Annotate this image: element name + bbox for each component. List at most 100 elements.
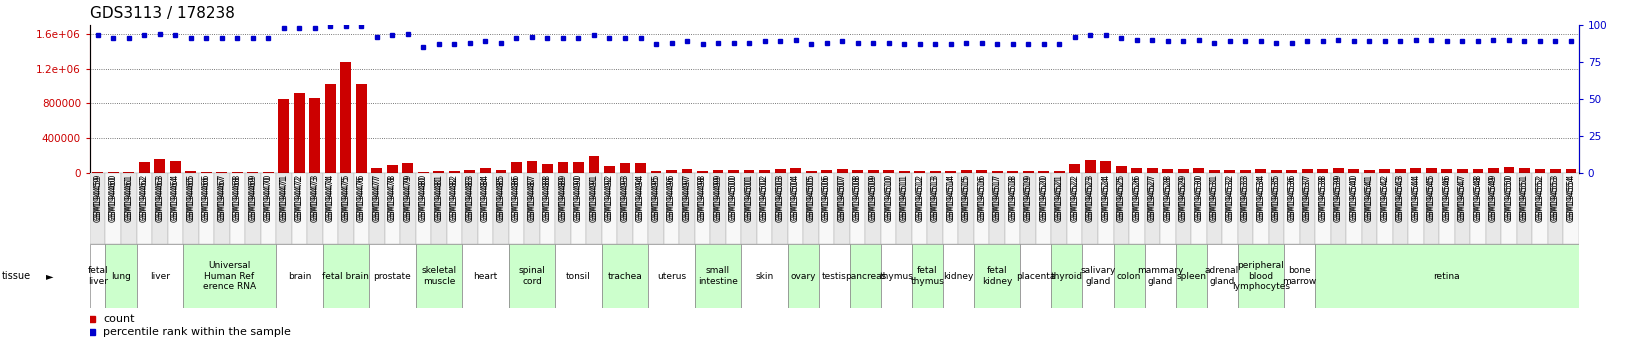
Bar: [1517, 173, 1533, 244]
Text: GSM194547: GSM194547: [1458, 173, 1467, 220]
Bar: [911, 173, 928, 244]
Text: GSM194459: GSM194459: [93, 176, 101, 222]
Bar: [915, 171, 924, 173]
Text: thyroid: thyroid: [1050, 272, 1083, 281]
Text: colon: colon: [1117, 272, 1142, 281]
Bar: [1083, 244, 1114, 308]
Bar: [370, 244, 416, 308]
Text: GSM194540: GSM194540: [1350, 173, 1358, 220]
Bar: [1440, 173, 1454, 244]
Text: GSM194554: GSM194554: [1567, 176, 1575, 222]
Bar: [1471, 173, 1485, 244]
Text: adrenal
gland: adrenal gland: [1206, 267, 1238, 286]
Text: pancreas: pancreas: [844, 272, 887, 281]
Text: GSM194485: GSM194485: [496, 173, 506, 220]
Text: GSM194470: GSM194470: [263, 176, 273, 222]
Text: GSM194548: GSM194548: [1474, 173, 1482, 220]
Text: GSM194492: GSM194492: [605, 173, 614, 220]
Bar: [1021, 244, 1052, 308]
Text: GSM194503: GSM194503: [775, 176, 785, 222]
Bar: [1361, 173, 1378, 244]
Bar: [291, 173, 308, 244]
Bar: [849, 244, 880, 308]
Bar: [1162, 169, 1173, 173]
Bar: [448, 171, 460, 173]
Bar: [1549, 169, 1561, 173]
Bar: [867, 170, 879, 173]
Text: GSM194506: GSM194506: [823, 173, 831, 220]
Bar: [946, 171, 955, 173]
Bar: [384, 173, 401, 244]
Bar: [1485, 173, 1502, 244]
Bar: [695, 244, 741, 308]
Bar: [741, 244, 789, 308]
Text: GSM194486: GSM194486: [512, 173, 520, 220]
Text: GSM194531: GSM194531: [1209, 173, 1219, 220]
Bar: [821, 170, 833, 173]
Text: GSM194482: GSM194482: [450, 173, 460, 219]
Bar: [1255, 169, 1266, 173]
Bar: [633, 173, 648, 244]
Text: GSM194533: GSM194533: [1240, 173, 1250, 220]
Bar: [1206, 244, 1237, 308]
Bar: [1284, 244, 1315, 308]
Text: GSM194552: GSM194552: [1536, 173, 1544, 220]
Bar: [1489, 168, 1499, 173]
Bar: [1145, 173, 1160, 244]
Bar: [852, 170, 864, 173]
Text: GSM194480: GSM194480: [419, 173, 429, 220]
Text: kidney: kidney: [944, 272, 973, 281]
Text: GSM194492: GSM194492: [605, 176, 614, 222]
Text: GSM194481: GSM194481: [435, 176, 443, 222]
Text: GSM194491: GSM194491: [589, 176, 599, 222]
Text: GSM194502: GSM194502: [761, 176, 769, 222]
Text: peripheral
blood
lymphocytes: peripheral blood lymphocytes: [1232, 261, 1289, 291]
Text: small
intestine: small intestine: [699, 267, 738, 286]
Bar: [542, 164, 553, 173]
Text: GSM194486: GSM194486: [512, 176, 520, 222]
Bar: [620, 163, 630, 173]
Bar: [789, 244, 820, 308]
Bar: [1427, 168, 1436, 173]
Text: GSM194465: GSM194465: [187, 176, 195, 222]
Text: uterus: uterus: [658, 272, 685, 281]
Bar: [651, 171, 661, 173]
Text: GSM194475: GSM194475: [342, 173, 350, 220]
Bar: [1052, 173, 1067, 244]
Text: GSM194483: GSM194483: [465, 173, 474, 220]
Text: GSM194543: GSM194543: [1396, 176, 1405, 222]
Text: GSM194538: GSM194538: [1319, 173, 1327, 220]
Text: mammary
gland: mammary gland: [1137, 267, 1183, 286]
Bar: [604, 166, 615, 173]
Bar: [401, 173, 416, 244]
Text: GSM194478: GSM194478: [388, 173, 398, 220]
Bar: [726, 173, 741, 244]
Bar: [880, 244, 911, 308]
Bar: [402, 164, 414, 173]
Bar: [555, 244, 602, 308]
Bar: [201, 172, 211, 173]
Bar: [353, 173, 370, 244]
Bar: [123, 172, 134, 173]
Bar: [1348, 169, 1360, 173]
Bar: [555, 173, 571, 244]
Bar: [308, 173, 322, 244]
Bar: [339, 173, 353, 244]
Text: GSM194472: GSM194472: [294, 176, 304, 222]
Bar: [1008, 171, 1018, 173]
Text: GSM194530: GSM194530: [1194, 176, 1204, 222]
Text: tissue: tissue: [2, 271, 31, 281]
Bar: [185, 171, 196, 173]
Bar: [214, 173, 229, 244]
Bar: [524, 173, 540, 244]
Bar: [898, 171, 910, 173]
Bar: [232, 172, 242, 173]
Bar: [679, 173, 695, 244]
Bar: [216, 172, 227, 173]
Bar: [167, 173, 183, 244]
Text: GSM194474: GSM194474: [326, 176, 335, 222]
Bar: [942, 244, 973, 308]
Bar: [1070, 164, 1080, 173]
Text: GSM194459: GSM194459: [93, 173, 101, 220]
Text: heart: heart: [473, 272, 497, 281]
